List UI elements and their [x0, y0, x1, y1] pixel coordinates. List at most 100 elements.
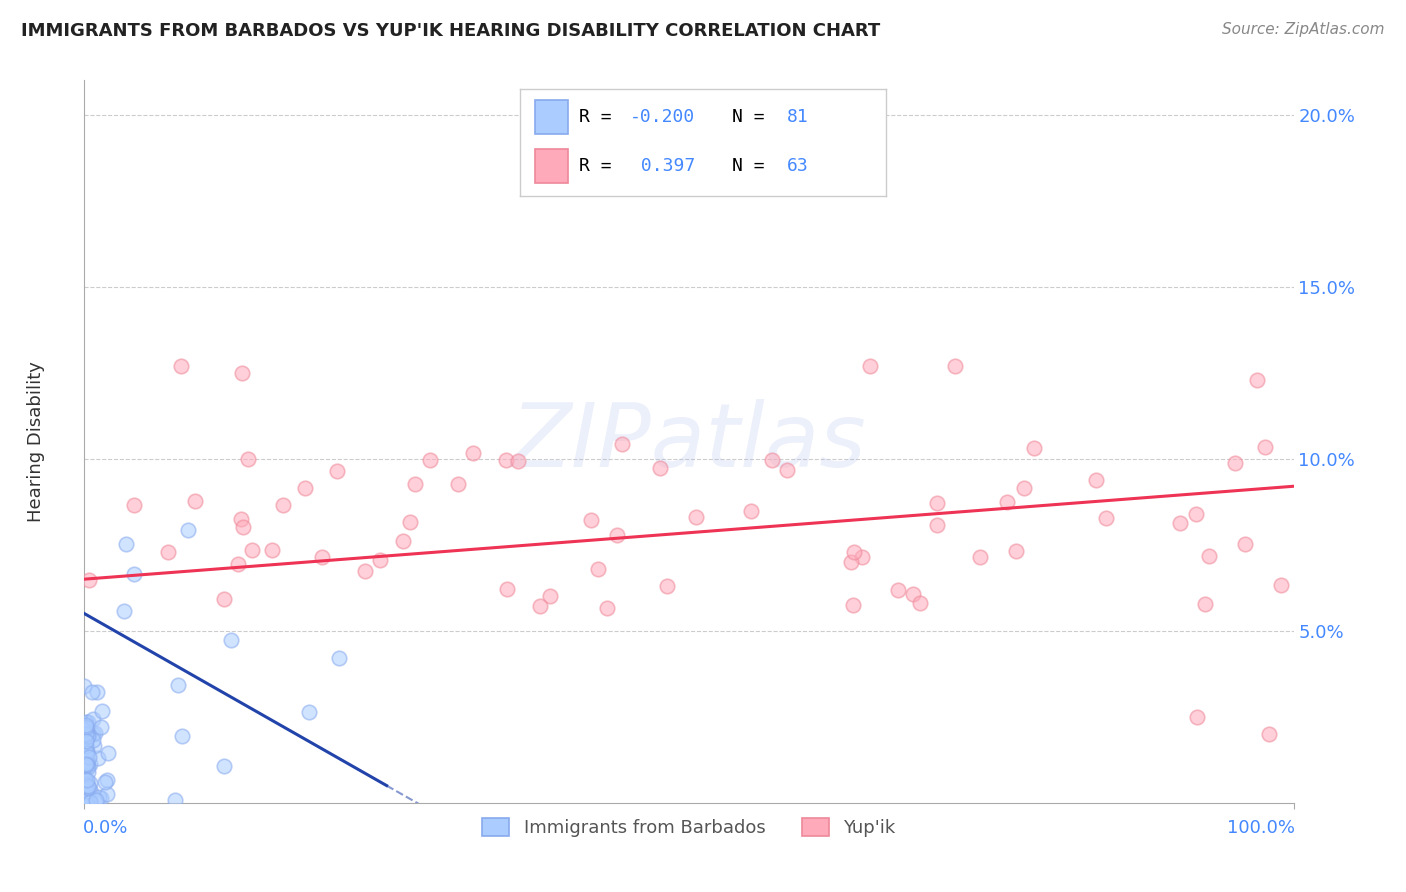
Point	[1223, 456, 1246, 470]
Text: N =: N =	[733, 157, 776, 175]
Point	[228, 557, 250, 571]
Point	[242, 543, 264, 558]
Point	[114, 537, 136, 551]
Point	[75, 714, 97, 729]
Point	[447, 477, 470, 491]
Point	[650, 461, 672, 475]
Point	[73, 725, 96, 739]
Point	[859, 359, 882, 373]
Point	[404, 476, 426, 491]
Point	[231, 366, 253, 380]
Point	[354, 565, 377, 579]
Point	[79, 795, 101, 809]
Text: 100.0%: 100.0%	[1226, 819, 1295, 837]
Point	[90, 720, 112, 734]
Point	[77, 727, 100, 741]
Point	[77, 759, 100, 773]
Point	[79, 776, 101, 790]
Point	[77, 574, 100, 588]
Point	[75, 717, 97, 731]
Point	[75, 772, 97, 787]
Point	[80, 785, 103, 799]
Point	[172, 729, 194, 743]
Point	[79, 757, 101, 772]
Legend: Immigrants from Barbados, Yup'ik: Immigrants from Barbados, Yup'ik	[475, 811, 903, 845]
Point	[538, 590, 561, 604]
Point	[262, 542, 284, 557]
Point	[1095, 510, 1118, 524]
Point	[76, 731, 98, 745]
Point	[297, 705, 319, 719]
Point	[271, 499, 294, 513]
Point	[496, 582, 519, 596]
Point	[75, 734, 97, 748]
Point	[76, 793, 98, 807]
Text: ZIPatlas: ZIPatlas	[512, 399, 866, 484]
Point	[73, 760, 96, 774]
Point	[654, 125, 676, 139]
Point	[328, 651, 350, 665]
Point	[76, 727, 98, 741]
Point	[112, 604, 135, 618]
Point	[1012, 481, 1035, 495]
Text: 63: 63	[787, 157, 808, 175]
Point	[75, 727, 97, 741]
Point	[1085, 473, 1108, 487]
Point	[177, 523, 200, 537]
Point	[76, 765, 98, 780]
Point	[1258, 727, 1281, 741]
Point	[685, 510, 707, 524]
Point	[76, 724, 98, 739]
Point	[596, 600, 619, 615]
Text: R =: R =	[579, 108, 623, 126]
Text: -0.200: -0.200	[630, 108, 695, 126]
Text: 81: 81	[787, 108, 808, 126]
Point	[927, 518, 949, 533]
Point	[1198, 549, 1220, 563]
Point	[184, 494, 207, 508]
Point	[77, 781, 100, 796]
Point	[610, 437, 633, 451]
Point	[1022, 441, 1045, 455]
Point	[82, 712, 104, 726]
Point	[463, 446, 485, 460]
Point	[1185, 710, 1208, 724]
Point	[76, 772, 98, 787]
Text: N =: N =	[733, 108, 776, 126]
Point	[851, 550, 873, 565]
Point	[908, 596, 931, 610]
Point	[529, 599, 551, 614]
Point	[83, 739, 105, 753]
Point	[1233, 537, 1256, 551]
Point	[87, 751, 110, 765]
Point	[214, 592, 236, 607]
Point	[232, 520, 254, 534]
Point	[166, 678, 188, 692]
Point	[77, 729, 100, 743]
Point	[1270, 578, 1292, 592]
Point	[1185, 507, 1208, 521]
Point	[508, 453, 530, 467]
Point	[76, 747, 98, 761]
Point	[97, 746, 120, 760]
Point	[925, 496, 948, 510]
Point	[238, 451, 260, 466]
Point	[75, 755, 97, 769]
Point	[495, 452, 517, 467]
Point	[842, 598, 865, 612]
Point	[75, 739, 97, 753]
Point	[1168, 516, 1191, 531]
Point	[84, 726, 107, 740]
Point	[75, 738, 97, 752]
Point	[76, 729, 98, 743]
Point	[231, 512, 253, 526]
Point	[419, 452, 441, 467]
Point	[368, 553, 391, 567]
Point	[87, 789, 110, 804]
Point	[76, 744, 98, 758]
Point	[761, 453, 783, 467]
Point	[90, 704, 112, 718]
Point	[77, 779, 100, 793]
Point	[76, 749, 98, 764]
Point	[839, 555, 862, 569]
